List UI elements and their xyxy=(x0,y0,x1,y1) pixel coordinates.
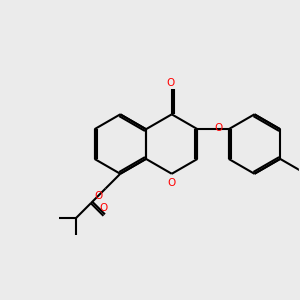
Text: O: O xyxy=(166,78,174,88)
Text: O: O xyxy=(94,191,103,202)
Text: O: O xyxy=(168,178,176,188)
Text: O: O xyxy=(99,203,108,213)
Text: O: O xyxy=(214,123,223,133)
